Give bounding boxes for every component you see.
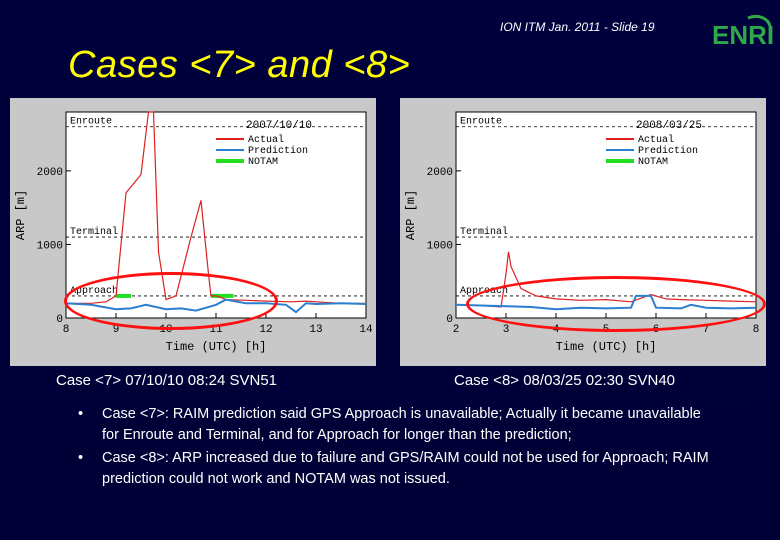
caption-case7: Case <7> 07/10/10 08:24 SVN51 (56, 372, 278, 389)
legend-label: Prediction (248, 145, 308, 157)
threshold-label: Terminal (460, 226, 508, 238)
enri-logo: ENRI (712, 14, 774, 50)
x-tick-label: 12 (259, 324, 272, 336)
footer-text: ION ITM Jan. 2011 - Slide 19 (500, 20, 655, 34)
date-label: 2007/10/10 (246, 120, 312, 132)
legend-label: Prediction (638, 145, 698, 157)
series-line-actual (66, 111, 366, 304)
y-tick-label: 1000 (427, 240, 453, 252)
y-tick-label: 0 (56, 314, 63, 326)
x-tick-label: 4 (553, 324, 560, 336)
legend-label: Actual (248, 134, 284, 146)
bullet-dot: • (78, 406, 84, 422)
x-tick-label: 13 (309, 324, 322, 336)
x-tick-label: 2 (453, 324, 460, 336)
x-tick-label: 8 (63, 324, 70, 336)
y-tick-label: 2000 (37, 167, 63, 179)
x-tick-label: 7 (703, 324, 710, 336)
x-axis-label: Time (UTC) [h] (166, 340, 267, 354)
y-tick-label: 2000 (427, 167, 453, 179)
y-axis-label: ARP [m] (404, 190, 418, 240)
bullet-text: Case <8>: ARP increased due to failure a… (102, 450, 709, 487)
bullet-list: • Case <7>: RAIM prediction said GPS App… (78, 404, 718, 492)
bullet-item: • Case <8>: ARP increased due to failure… (78, 448, 718, 490)
y-axis-label: ARP [m] (14, 190, 28, 240)
threshold-label: Enroute (70, 117, 112, 128)
bullet-dot: • (78, 450, 84, 466)
x-axis-label: Time (UTC) [h] (556, 340, 657, 354)
x-tick-label: 8 (753, 324, 760, 336)
slide-title: Cases <7> and <8> (68, 44, 411, 86)
logo-text: ENRI (712, 20, 774, 50)
threshold-label: Terminal (70, 226, 118, 238)
legend-label: NOTAM (638, 157, 668, 168)
chart-panel-case7: 0 1000 2000 8 9 10 11 12 13 14 Time (UTC) [h] ARP [… (10, 98, 376, 366)
y-tick-label: 0 (446, 314, 453, 326)
x-tick-label: 3 (503, 324, 510, 336)
approach-highlight-ring-case8 (466, 276, 766, 332)
legend-label: NOTAM (248, 157, 278, 168)
date-label: 2008/03/25 (636, 120, 702, 132)
bullet-text: Case <7>: RAIM prediction said GPS Appro… (102, 406, 701, 443)
bullet-item: • Case <7>: RAIM prediction said GPS App… (78, 404, 718, 446)
y-tick-label: 1000 (37, 240, 63, 252)
legend-label: Actual (638, 134, 674, 146)
threshold-label: Enroute (460, 117, 502, 128)
caption-case8: Case <8> 08/03/25 02:30 SVN40 (454, 372, 676, 389)
x-tick-label: 14 (359, 324, 373, 336)
x-tick-label: 9 (113, 324, 120, 336)
approach-highlight-ring-case7 (64, 272, 278, 330)
